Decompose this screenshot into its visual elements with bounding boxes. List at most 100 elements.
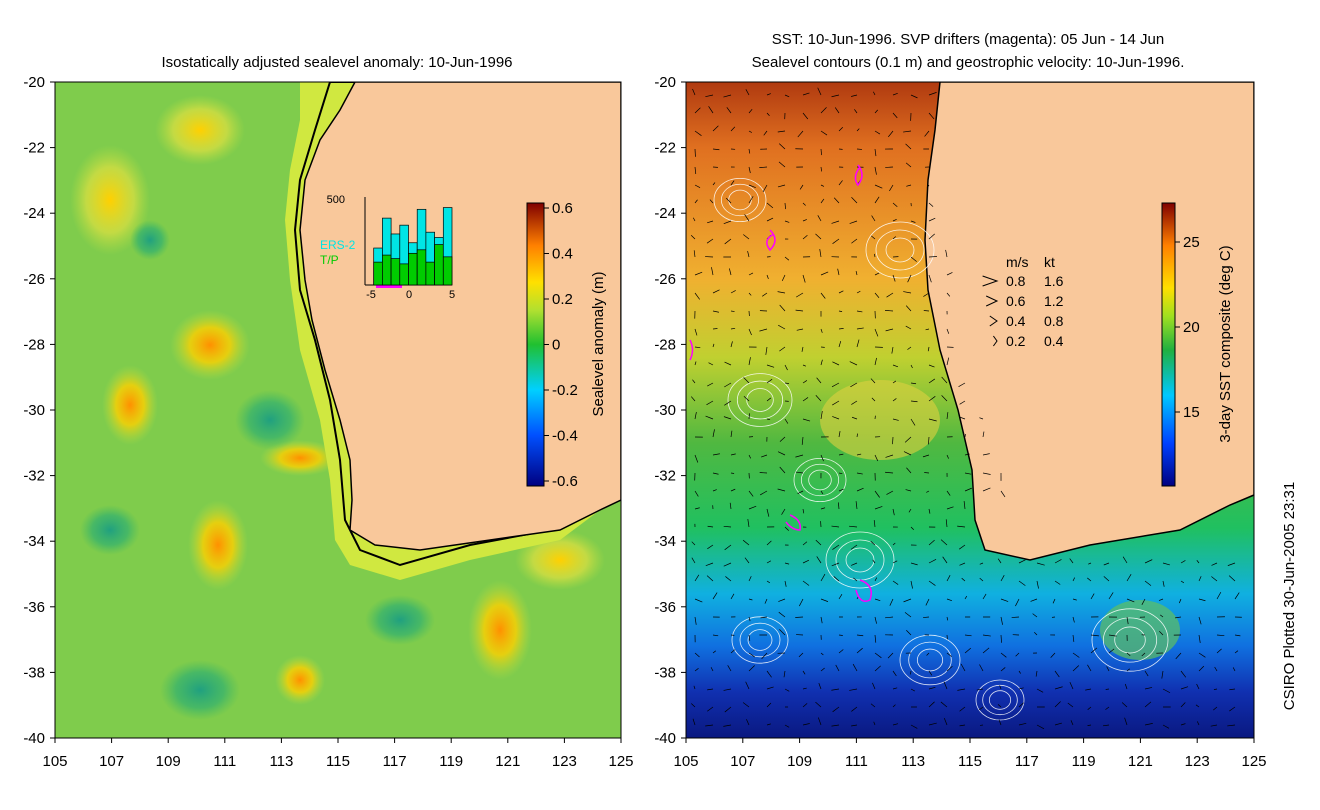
sealevel-contour xyxy=(727,373,793,427)
velocity-arrow xyxy=(871,215,876,222)
velocity-arrow xyxy=(705,94,714,98)
velocity-arrow xyxy=(712,343,715,348)
velocity-arrow xyxy=(870,703,876,708)
inset-bar-tp xyxy=(442,256,453,286)
velocity-arrow xyxy=(940,701,948,708)
velocity-arrow xyxy=(905,143,912,150)
sealevel-contour xyxy=(713,177,767,222)
velocity-arrow xyxy=(903,130,912,133)
velocity-arrow xyxy=(892,236,897,240)
velocity-arrow xyxy=(904,612,912,618)
velocity-legend-arrow xyxy=(982,275,999,287)
velocity-arrow xyxy=(910,220,916,223)
velocity-arrow xyxy=(817,215,822,222)
velocity-arrow xyxy=(1175,616,1182,619)
velocity-arrow xyxy=(802,274,806,283)
velocity-arrow xyxy=(748,292,752,296)
velocity-arrow xyxy=(906,467,912,474)
velocity-arrow xyxy=(1141,652,1146,657)
velocity-arrow xyxy=(1105,688,1110,690)
velocity-arrow xyxy=(724,544,732,551)
velocity-arrow xyxy=(802,202,806,206)
velocity-arrow xyxy=(961,577,966,582)
velocity-arrow xyxy=(959,562,966,566)
velocity-arrow xyxy=(885,454,894,458)
velocity-arrow xyxy=(891,346,894,354)
velocity-arrow xyxy=(705,562,714,567)
velocity-arrow xyxy=(784,220,790,223)
y-tick-label: -36 xyxy=(654,599,676,616)
x-tick-label: 115 xyxy=(958,753,982,770)
velocity-arrow xyxy=(1000,490,1006,498)
velocity-arrow xyxy=(1069,681,1074,690)
velocity-arrow xyxy=(817,87,822,96)
right-panel-title-line1: SST: 10-Jun-1996. SVP drifters (magenta)… xyxy=(772,31,1164,48)
y-tick-label: -34 xyxy=(654,533,676,550)
velocity-arrow xyxy=(905,162,912,168)
sst-colorbar-ticks: 25 20 15 xyxy=(1175,234,1200,421)
left-x-axis: 105 107 109 111 113 115 117 119 121 123 125 xyxy=(42,738,634,770)
drifter-track xyxy=(689,339,694,361)
anomaly-high xyxy=(170,310,250,380)
velocity-arrow xyxy=(707,544,714,550)
velocity-arrow xyxy=(748,505,757,510)
velocity-arrow xyxy=(802,364,807,367)
velocity-arrow xyxy=(694,166,697,175)
velocity-arrow xyxy=(892,687,898,690)
velocity-legend-arrow xyxy=(985,295,999,307)
velocity-arrow xyxy=(979,706,984,711)
velocity-arrow xyxy=(730,290,736,294)
velocity-arrow xyxy=(723,220,732,224)
velocity-arrow xyxy=(1106,666,1110,672)
velocity-arrow xyxy=(838,502,840,510)
velocity-arrow xyxy=(831,220,840,224)
velocity-arrow xyxy=(892,723,899,726)
velocity-arrow xyxy=(1087,664,1092,672)
velocity-arrow xyxy=(712,310,720,313)
velocity-arrow xyxy=(910,256,917,262)
velocity-arrow xyxy=(928,508,931,514)
velocity-arrow xyxy=(851,197,858,204)
velocity-arrow xyxy=(910,400,918,403)
velocity-arrow xyxy=(1087,706,1092,710)
velocity-arrow xyxy=(924,130,930,137)
velocity-arrow xyxy=(928,233,935,240)
velocity-arrow xyxy=(1090,593,1095,600)
velocity-arrow xyxy=(979,664,984,672)
y-tick-label: -20 xyxy=(23,74,45,91)
inset-bar-tp xyxy=(408,252,418,286)
velocity-arrow xyxy=(1072,616,1075,623)
velocity-arrow xyxy=(1087,724,1092,726)
velocity-arrow xyxy=(1122,556,1128,564)
velocity-arrow xyxy=(1054,670,1060,678)
velocity-arrow xyxy=(1162,580,1165,587)
sealevel-contour xyxy=(975,679,1025,721)
velocity-arrow xyxy=(1234,592,1240,600)
velocity-arrow xyxy=(928,274,932,283)
velocity-arrow xyxy=(730,341,733,348)
velocity-arrow xyxy=(945,249,948,258)
sealevel-contour xyxy=(865,221,935,279)
velocity-arrow xyxy=(730,310,735,312)
velocity-arrow xyxy=(874,577,878,582)
velocity-arrow xyxy=(1234,650,1239,654)
velocity-arrow xyxy=(1000,575,1005,582)
velocity-arrow xyxy=(946,652,952,657)
velocity-arrow xyxy=(1198,598,1206,602)
velocity-arrow xyxy=(928,559,937,564)
velocity-arrow xyxy=(1196,721,1200,726)
velocity-arrow xyxy=(820,490,824,495)
velocity-arrow xyxy=(784,94,790,98)
velocity-arrow xyxy=(838,126,844,132)
velocity-arrow xyxy=(1035,670,1038,677)
x-tick-label: 123 xyxy=(1185,753,1210,770)
velocity-arrow xyxy=(1018,687,1024,690)
australia-land xyxy=(924,82,1254,561)
velocity-arrow xyxy=(694,616,697,625)
velocity-arrow xyxy=(871,235,876,240)
velocity-arrow xyxy=(708,106,714,114)
x-tick-label: 117 xyxy=(383,753,407,770)
velocity-arrow xyxy=(957,688,966,691)
velocity-arrow xyxy=(910,562,918,566)
